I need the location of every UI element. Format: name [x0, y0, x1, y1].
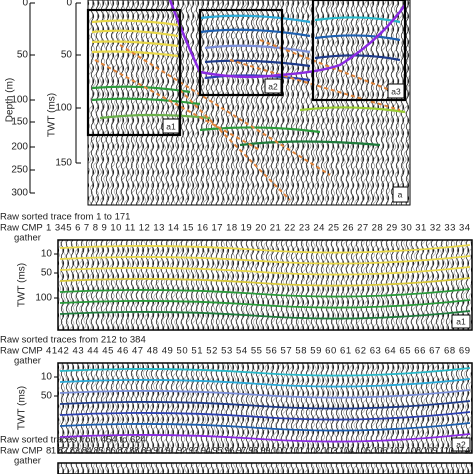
- inset-label: a3: [391, 86, 401, 96]
- horizon: [59, 288, 471, 298]
- tick-label: 150: [55, 158, 72, 169]
- tick-label: 250: [11, 165, 28, 176]
- tick-label: 50: [41, 391, 53, 402]
- tick-label: 10: [41, 249, 53, 260]
- cmp-numbers: 81 82 83 84 85 86 87 88 89 90 91 92 93 9…: [46, 446, 470, 457]
- panel-title: Raw sorted trace from 1 to 171: [0, 212, 130, 223]
- cmp-label: Raw CMP: [0, 346, 43, 357]
- cmp-numbers: 4142 43 44 45 46 47 48 49 50 51 52 53 54…: [46, 346, 470, 357]
- horizon: [59, 299, 471, 309]
- horizon: [59, 255, 471, 265]
- panel-a: a1 a2 a3 a Depth (m) TWT (ms) 0 50 100 150 2…: [5, 0, 411, 206]
- inset-label: a2: [268, 81, 278, 91]
- panel-label: a: [398, 189, 403, 199]
- tick-label: 100: [11, 95, 28, 106]
- cmp-label: Raw CMP: [0, 446, 43, 457]
- horizon: [59, 433, 471, 443]
- panel-label: a1: [456, 316, 466, 326]
- tick-label: 300: [11, 188, 28, 199]
- tick-label: 200: [11, 142, 28, 153]
- axis-label: TWT (ms): [17, 386, 28, 430]
- cmp-numbers: 1 345 6 7 8 9 10 11 12 13 14 15 16 17 18…: [46, 223, 470, 234]
- tick-label: 50: [61, 50, 73, 61]
- tick-label: 10: [41, 372, 53, 383]
- horizon: [59, 266, 471, 276]
- tick-label: 50: [41, 268, 53, 279]
- tick-label: 100: [55, 103, 72, 114]
- horizon: [59, 411, 471, 421]
- horizon: [59, 378, 471, 388]
- horizon: [59, 277, 471, 287]
- axis-label: TWT (ms): [17, 263, 28, 307]
- panel-label: a2: [456, 439, 466, 449]
- gather-label: gather: [14, 233, 41, 244]
- cmp-label: Raw CMP: [0, 223, 43, 234]
- horizons: [91, 0, 407, 201]
- horizon: [59, 422, 471, 432]
- axis-label: TWT (ms): [47, 93, 58, 137]
- panel-title: Raw sorted traces from 454 to 624: [0, 435, 146, 446]
- tick-label: 50: [17, 50, 29, 61]
- horizon: [59, 244, 471, 254]
- horizon: [59, 367, 471, 377]
- horizon: [59, 400, 471, 410]
- inset-label: a1: [166, 121, 176, 131]
- gather-label: gather: [14, 456, 41, 467]
- tick-label: 150: [11, 117, 28, 128]
- gather-label: gather: [14, 356, 41, 367]
- tick-label: 0: [22, 0, 28, 9]
- tick-label: 0: [66, 0, 72, 9]
- axis-label: Depth (m): [5, 78, 16, 122]
- tick-label: 100: [35, 293, 52, 304]
- horizon: [59, 310, 471, 320]
- panel-title: Raw sorted traces from 212 to 384: [0, 335, 146, 346]
- horizon: [59, 389, 471, 399]
